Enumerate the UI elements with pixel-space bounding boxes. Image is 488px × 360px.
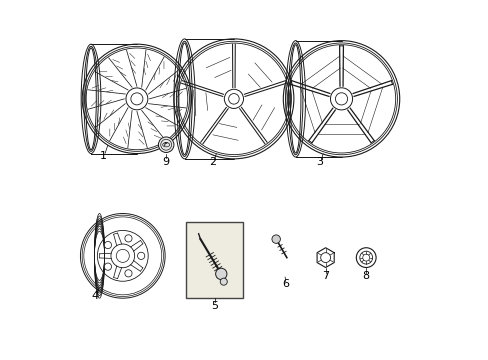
Text: 8: 8 xyxy=(362,271,369,281)
Text: 7: 7 xyxy=(322,271,328,281)
Text: 6: 6 xyxy=(282,279,288,289)
Circle shape xyxy=(215,268,226,280)
Text: 2: 2 xyxy=(209,157,216,167)
Circle shape xyxy=(158,137,174,153)
Text: 5: 5 xyxy=(211,301,218,311)
Circle shape xyxy=(137,252,144,260)
Text: 1: 1 xyxy=(100,151,107,161)
Text: 9: 9 xyxy=(163,157,169,167)
Circle shape xyxy=(124,235,132,242)
Bar xyxy=(186,222,242,298)
Circle shape xyxy=(104,263,111,270)
Text: F: F xyxy=(164,142,168,147)
Circle shape xyxy=(220,278,227,285)
Circle shape xyxy=(271,235,280,243)
Text: 3: 3 xyxy=(316,157,323,167)
Text: 4: 4 xyxy=(92,292,99,301)
Circle shape xyxy=(104,242,111,249)
Circle shape xyxy=(124,270,132,277)
